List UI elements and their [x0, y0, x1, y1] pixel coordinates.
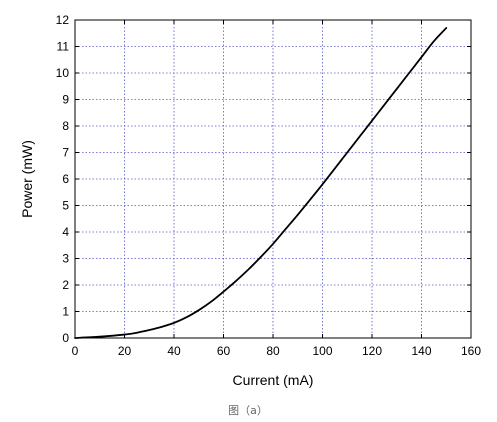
y-axis-title: Power (mW)	[19, 140, 35, 218]
y-tick-label: 6	[62, 172, 69, 186]
x-tick-label: 100	[312, 344, 332, 358]
x-tick-labels: 0 20 40 60 80 100 120 140 160	[72, 344, 482, 358]
x-tick-label: 120	[362, 344, 382, 358]
y-tick-label: 10	[56, 66, 70, 80]
x-axis-title: Current (mA)	[233, 372, 314, 388]
y-tick-label: 2	[62, 278, 69, 292]
y-tick-label: 12	[56, 13, 70, 27]
x-tick-label: 140	[411, 344, 431, 358]
tick-marks	[74, 19, 472, 339]
x-tick-label: 80	[266, 344, 280, 358]
gridlines	[75, 20, 471, 338]
power-current-curve	[74, 27, 448, 339]
x-tick-label: 20	[118, 344, 132, 358]
y-tick-label: 0	[62, 331, 69, 345]
y-tick-label: 5	[62, 199, 69, 213]
series-layer	[74, 27, 448, 339]
x-tick-label: 40	[167, 344, 181, 358]
y-tick-label: 4	[62, 225, 69, 239]
y-tick-label: 9	[62, 93, 69, 107]
x-tick-label: 60	[217, 344, 231, 358]
x-tick-label: 0	[72, 344, 79, 358]
x-tick-label: 160	[461, 344, 481, 358]
y-tick-label: 11	[57, 40, 70, 54]
y-tick-label: 3	[62, 252, 69, 266]
figure-caption: 图（a）	[228, 404, 268, 417]
y-tick-label: 7	[62, 146, 69, 160]
y-tick-label: 8	[62, 119, 69, 133]
y-tick-label: 1	[62, 305, 69, 319]
